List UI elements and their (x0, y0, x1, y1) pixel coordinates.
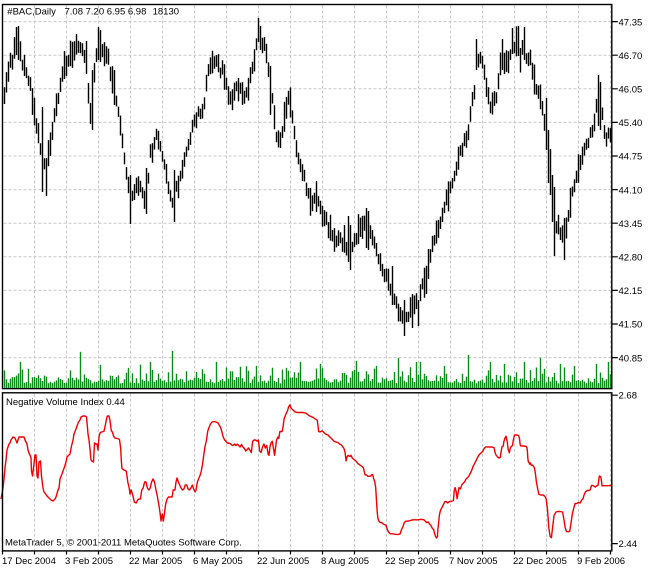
svg-text:22 Jun 2005: 22 Jun 2005 (257, 556, 309, 567)
svg-text:47.35: 47.35 (619, 17, 643, 28)
svg-text:8 Aug 2005: 8 Aug 2005 (321, 556, 369, 567)
svg-text:7 Nov 2005: 7 Nov 2005 (449, 556, 498, 567)
svg-text:46.05: 46.05 (619, 85, 643, 96)
svg-text:44.75: 44.75 (619, 152, 643, 163)
svg-text:46.70: 46.70 (619, 51, 643, 62)
svg-text:40.85: 40.85 (619, 353, 643, 364)
svg-text:9 Feb 2006: 9 Feb 2006 (577, 556, 625, 567)
svg-text:MetaTrader 5, © 2001-2011 Meta: MetaTrader 5, © 2001-2011 MetaQuotes Sof… (5, 538, 242, 549)
svg-text:44.10: 44.10 (619, 185, 643, 196)
svg-text:22 Dec 2005: 22 Dec 2005 (513, 556, 567, 567)
svg-text:17 Dec 2004: 17 Dec 2004 (2, 556, 56, 567)
svg-text:18130: 18130 (153, 6, 179, 17)
svg-text:42.15: 42.15 (619, 286, 643, 297)
svg-text:3 Feb 2005: 3 Feb 2005 (65, 556, 113, 567)
svg-text:22 Sep 2005: 22 Sep 2005 (385, 556, 439, 567)
svg-text:22 Mar 2005: 22 Mar 2005 (129, 556, 182, 567)
svg-text:43.45: 43.45 (619, 219, 643, 230)
svg-text:Negative Volume Index 0.44: Negative Volume Index 0.44 (6, 397, 125, 408)
svg-text:6 May 2005: 6 May 2005 (193, 556, 243, 567)
svg-text:#BAC,Daily: #BAC,Daily (7, 6, 56, 17)
svg-text:45.40: 45.40 (619, 118, 643, 129)
svg-text:7.08 7.20 6.95 6.98: 7.08 7.20 6.95 6.98 (65, 6, 147, 17)
svg-text:41.50: 41.50 (619, 320, 643, 331)
svg-text:2.44: 2.44 (619, 539, 638, 550)
svg-text:42.80: 42.80 (619, 253, 643, 264)
svg-text:2.68: 2.68 (619, 391, 638, 402)
